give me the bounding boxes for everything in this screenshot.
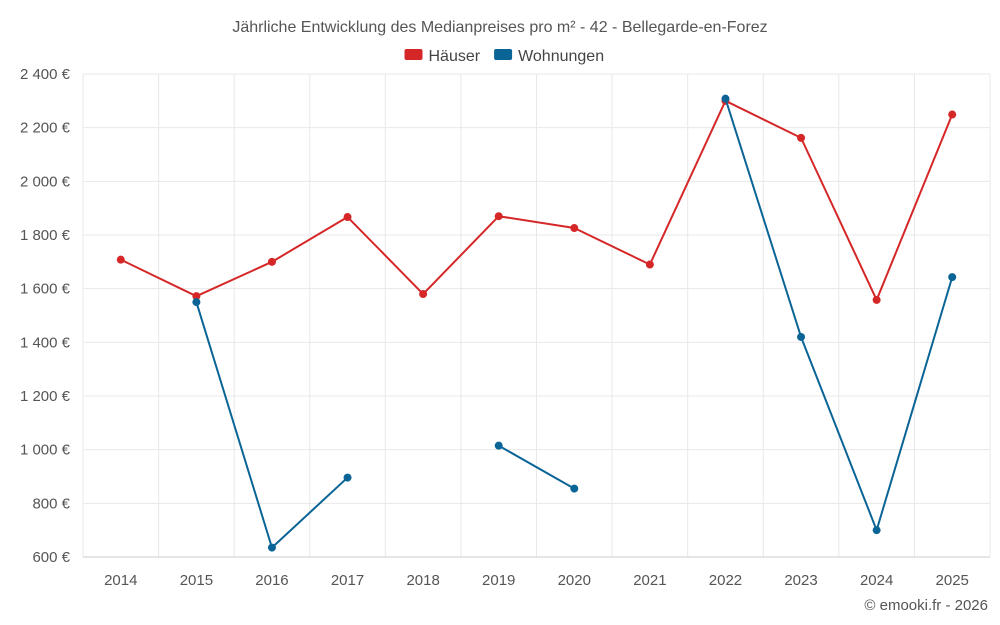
y-tick-label: 1 800 € — [20, 227, 71, 244]
x-tick-label: 2019 — [482, 572, 515, 589]
y-tick-label: 600 € — [32, 549, 70, 566]
y-tick-label: 2 000 € — [20, 173, 71, 190]
data-point — [721, 94, 730, 103]
x-tick-label: 2017 — [331, 572, 364, 589]
y-axis: 600 € 800 € 1 000 € 1 200 € 1 400 € 1 600 € 1 … — [20, 66, 71, 566]
legend-swatch — [404, 49, 423, 60]
legend-item: Wohnungen — [494, 48, 604, 65]
series-line — [498, 444, 575, 490]
legend-item: Häuser — [404, 48, 481, 65]
series-line — [120, 99, 954, 301]
data-point — [192, 298, 201, 307]
legend: Häuser Wohnungen — [404, 48, 604, 65]
y-tick-label: 2 200 € — [20, 120, 71, 137]
series-line — [724, 98, 954, 532]
x-tick-label: 2015 — [180, 572, 213, 589]
series-1 — [192, 94, 957, 552]
data-point — [645, 260, 654, 269]
y-tick-label: 2 400 € — [20, 66, 71, 83]
x-tick-label: 2014 — [104, 572, 137, 589]
data-point — [948, 273, 957, 282]
data-point — [419, 290, 428, 299]
data-point — [494, 212, 503, 221]
data-point — [570, 224, 579, 233]
data-point — [267, 543, 276, 552]
series-line — [195, 301, 349, 549]
x-tick-label: 2022 — [709, 572, 742, 589]
data-point — [267, 257, 276, 266]
y-tick-label: 1 000 € — [20, 442, 71, 459]
data-point — [192, 292, 201, 301]
x-tick-label: 2023 — [784, 572, 817, 589]
x-tick-label: 2018 — [406, 572, 439, 589]
data-point — [570, 484, 579, 493]
data-point — [494, 441, 503, 450]
data-point — [797, 133, 806, 142]
legend-swatch — [494, 49, 513, 60]
data-point — [116, 255, 125, 264]
x-axis: 2014 2015 2016 2017 2018 2019 2020 2021 2022 2023… — [104, 572, 969, 589]
copyright-text: © emooki.fr - 2026 — [864, 597, 988, 614]
data-point — [797, 332, 806, 341]
y-tick-label: 1 600 € — [20, 281, 71, 298]
legend-label: Häuser — [429, 48, 481, 65]
grid — [82, 73, 991, 558]
chart-title: Jährliche Entwicklung des Medianpreises … — [232, 19, 767, 36]
legend-label: Wohnungen — [518, 48, 604, 65]
y-tick-label: 1 400 € — [20, 334, 71, 351]
x-tick-label: 2024 — [860, 572, 893, 589]
data-point — [872, 526, 881, 535]
y-tick-label: 1 200 € — [20, 388, 71, 405]
x-tick-label: 2020 — [558, 572, 591, 589]
data-point — [872, 295, 881, 304]
data-point — [343, 473, 352, 482]
series-layer — [116, 94, 957, 552]
x-tick-label: 2016 — [255, 572, 288, 589]
data-point — [343, 213, 352, 222]
x-tick-label: 2025 — [936, 572, 969, 589]
x-tick-label: 2021 — [633, 572, 666, 589]
data-point — [948, 110, 957, 119]
y-tick-label: 800 € — [32, 495, 70, 512]
